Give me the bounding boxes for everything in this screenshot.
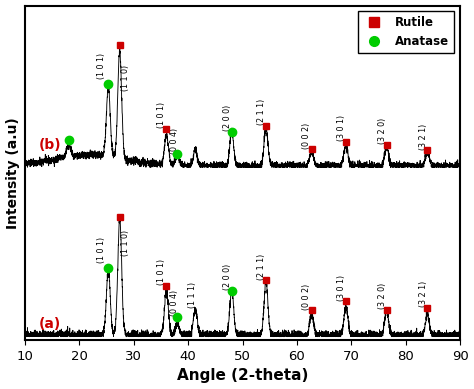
Text: (0 0 2): (0 0 2)	[302, 283, 311, 310]
Text: (0 0 4): (0 0 4)	[170, 128, 179, 154]
Text: (2 0 0): (2 0 0)	[223, 105, 232, 131]
Text: (2 1 1): (2 1 1)	[257, 254, 266, 280]
Text: (3 2 0): (3 2 0)	[378, 283, 387, 309]
Text: (1 0 1): (1 0 1)	[97, 237, 106, 263]
Text: (3 2 1): (3 2 1)	[419, 281, 428, 307]
Text: (3 0 1): (3 0 1)	[337, 115, 346, 141]
Text: (1 1 0): (1 1 0)	[121, 230, 130, 256]
Text: (2 1 1): (2 1 1)	[257, 99, 266, 125]
Y-axis label: Intensity (a.u): Intensity (a.u)	[6, 117, 19, 229]
Text: (1 1 0): (1 1 0)	[121, 65, 130, 91]
Text: (1 0 1): (1 0 1)	[156, 259, 165, 285]
Text: (3 0 1): (3 0 1)	[337, 275, 346, 301]
Text: (1 0 1): (1 0 1)	[156, 102, 165, 128]
Legend: Rutile, Anatase: Rutile, Anatase	[357, 11, 454, 53]
Text: (b): (b)	[39, 138, 61, 152]
Text: (1 0 1): (1 0 1)	[97, 53, 106, 79]
Text: (2 0 0): (2 0 0)	[223, 264, 232, 290]
Text: (0 0 4): (0 0 4)	[170, 290, 179, 316]
Text: (1 1 1): (1 1 1)	[188, 282, 197, 308]
X-axis label: Angle (2-theta): Angle (2-theta)	[177, 368, 308, 384]
Text: (a): (a)	[39, 317, 61, 331]
Text: (3 2 0): (3 2 0)	[378, 118, 387, 144]
Text: (3 2 1): (3 2 1)	[419, 123, 428, 150]
Text: (0 0 2): (0 0 2)	[302, 123, 311, 149]
